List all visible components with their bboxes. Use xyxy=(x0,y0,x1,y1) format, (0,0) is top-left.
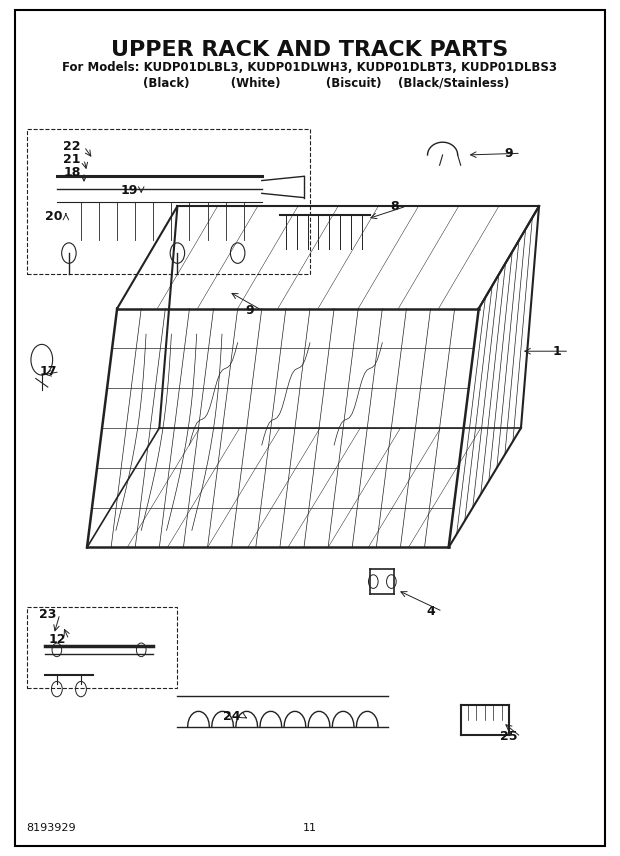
Text: UPPER RACK AND TRACK PARTS: UPPER RACK AND TRACK PARTS xyxy=(112,39,508,60)
Text: 8: 8 xyxy=(390,199,399,212)
Text: For Models: KUDP01DLBL3, KUDP01DLWH3, KUDP01DLBT3, KUDP01DLBS3: For Models: KUDP01DLBL3, KUDP01DLWH3, KU… xyxy=(63,61,557,74)
Text: 11: 11 xyxy=(303,823,317,833)
Text: 21: 21 xyxy=(63,152,81,166)
Text: 24: 24 xyxy=(223,710,241,722)
Text: 20: 20 xyxy=(45,210,63,223)
Text: 23: 23 xyxy=(39,608,56,621)
Text: 19: 19 xyxy=(120,184,138,197)
Text: 12: 12 xyxy=(48,633,66,646)
Text: 8193929: 8193929 xyxy=(27,823,76,833)
Bar xyxy=(27,607,177,688)
Text: 18: 18 xyxy=(63,165,81,179)
Text: 9: 9 xyxy=(505,146,513,160)
Text: 9: 9 xyxy=(246,304,254,317)
Text: 4: 4 xyxy=(426,605,435,618)
Text: 1: 1 xyxy=(553,345,562,358)
Text: (Black)          (White)           (Biscuit)    (Black/Stainless): (Black) (White) (Biscuit) (Black/Stainle… xyxy=(110,76,510,90)
Bar xyxy=(27,129,310,275)
Text: 22: 22 xyxy=(63,140,81,153)
Text: 17: 17 xyxy=(39,366,56,378)
Text: 25: 25 xyxy=(500,730,518,743)
